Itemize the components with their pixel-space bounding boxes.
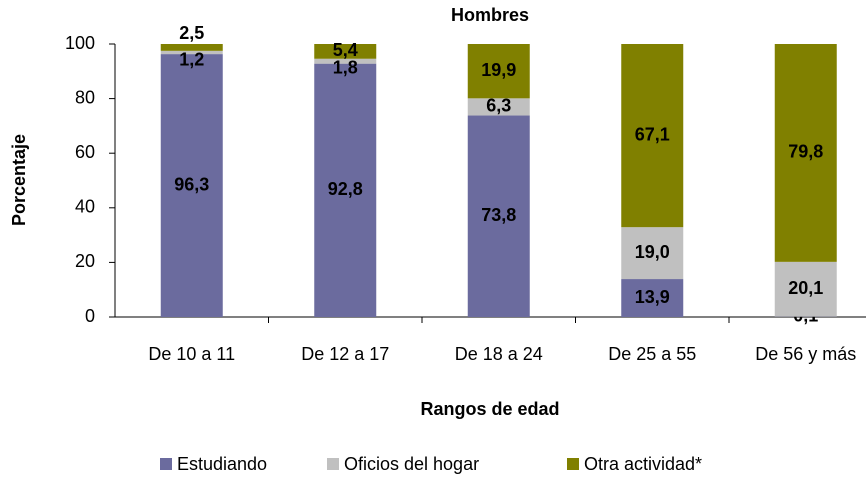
x-tick-label: De 12 a 17 (301, 344, 389, 364)
y-tick-label: 100 (65, 33, 95, 53)
data-label: 19,9 (481, 60, 516, 80)
bar-segment (314, 63, 377, 317)
data-label: 1,2 (179, 50, 204, 70)
y-tick-label: 0 (85, 306, 95, 326)
legend-label: Otra actividad* (584, 454, 702, 474)
bar-segment (621, 44, 684, 228)
data-label: 2,5 (179, 23, 204, 43)
y-axis-label: Porcentaje (9, 134, 29, 226)
data-label: 92,8 (328, 179, 363, 199)
data-label: 5,4 (333, 40, 358, 60)
bar-segment (160, 50, 223, 55)
x-tick-label: De 25 a 55 (608, 344, 696, 364)
bar-segment (467, 98, 530, 116)
bar-segment (467, 44, 530, 99)
x-axis-label: Rangos de edad (420, 399, 559, 419)
bar-segment (160, 54, 223, 317)
legend-swatch (160, 458, 172, 470)
x-tick-label: De 10 a 11 (148, 344, 235, 364)
data-label: 13,9 (635, 287, 670, 307)
bar-segment (774, 261, 837, 317)
y-tick-label: 80 (75, 87, 95, 107)
bar-segment (621, 279, 684, 317)
y-tick-label: 20 (75, 251, 95, 271)
bar-segment (621, 227, 684, 280)
legend-swatch (567, 458, 579, 470)
x-tick-label: De 18 a 24 (455, 344, 543, 364)
x-tick-label: De 56 y más (755, 344, 856, 364)
legend-swatch (327, 458, 339, 470)
data-label: 79,8 (788, 142, 823, 162)
data-label: 67,1 (635, 124, 670, 144)
y-tick-label: 40 (75, 197, 95, 217)
legend-label: Oficios del hogar (344, 454, 479, 474)
bar-segment (314, 44, 377, 59)
data-label: 6,3 (486, 96, 511, 116)
bar-segment (314, 58, 377, 64)
data-label: 73,8 (481, 205, 516, 225)
y-tick-label: 60 (75, 142, 95, 162)
data-label: 20,1 (788, 278, 823, 298)
bar-segment (467, 115, 530, 317)
data-label: 96,3 (174, 174, 209, 194)
data-label: 1,8 (333, 57, 358, 77)
bar-segment (160, 44, 223, 51)
data-label: 19,0 (635, 242, 670, 262)
legend-label: Estudiando (177, 454, 267, 474)
bar-segment (774, 44, 837, 262)
chart-title: Hombres (451, 5, 529, 25)
